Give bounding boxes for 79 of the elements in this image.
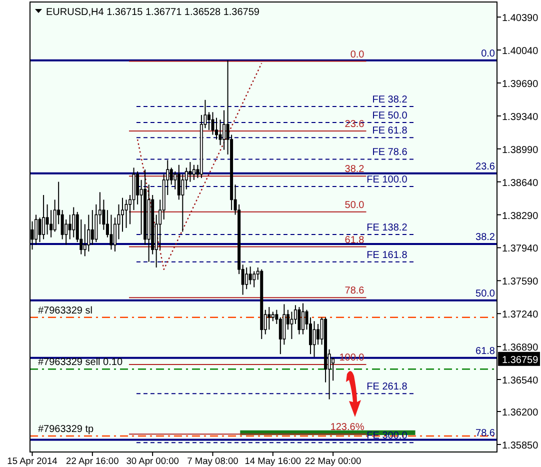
- candlestick: [271, 311, 274, 322]
- candlestick: [332, 357, 335, 382]
- ref-line-label: FE 50.0: [372, 110, 408, 122]
- annotation: 123.6%: [330, 422, 364, 434]
- y-tick-label: 1.37590: [502, 276, 539, 288]
- annotation: 0.0: [481, 48, 496, 60]
- candlestick: [245, 266, 248, 290]
- candlestick: [248, 266, 252, 285]
- candlestick: [222, 110, 226, 150]
- candlestick: [136, 170, 140, 205]
- text: EURUSD,H4 1.36715 1.36771 1.36528 1.36759: [46, 7, 260, 18]
- x-tick-label: 30 Apr 00:00: [126, 456, 179, 466]
- ref-line-label: #7963329 sl: [38, 305, 92, 316]
- ref-line-label: #7963329 sell 0.10: [38, 357, 123, 368]
- annotation: 50.0: [344, 200, 365, 211]
- annotation: 38.2: [476, 232, 496, 243]
- candlestick: [278, 316, 282, 355]
- y-tick-label: 1.38640: [502, 178, 539, 189]
- x-tick-label: 22 Apr 16:00: [66, 456, 119, 466]
- ref-line-label: FE 78.6: [372, 147, 408, 158]
- ref-line-label: FE 100.0: [366, 174, 408, 186]
- candlestick: [90, 210, 94, 246]
- annotation: 61.8: [476, 346, 496, 357]
- y-tick-label: 1.39340: [502, 112, 539, 123]
- x-tick-label: 22 May 00:00: [304, 456, 362, 466]
- ref-line-label: FE 38.2: [372, 94, 408, 106]
- candlestick: [68, 214, 72, 240]
- candlestick: [120, 197, 124, 232]
- candlestick: [207, 112, 210, 131]
- y-tick-label: 1.38990: [502, 144, 539, 156]
- candlestick: [34, 214, 38, 246]
- y-tick-label: 1.36200: [502, 408, 539, 419]
- candlestick: [124, 199, 128, 228]
- y-tick-label: 1.40040: [502, 46, 539, 58]
- ref-line-label: #7963329 tp: [38, 424, 94, 435]
- candlestick: [64, 218, 68, 246]
- annotation: 50.0: [476, 288, 496, 300]
- candlestick: [316, 323, 320, 346]
- candlestick: [181, 174, 184, 232]
- x-tick-label: 14 May 16:00: [244, 456, 302, 466]
- ref-line-label: FE 161.8: [366, 250, 408, 261]
- candlestick: [218, 119, 222, 146]
- candlestick: [252, 270, 256, 288]
- ref-line-label: FE 138.2: [366, 222, 408, 234]
- y-tick-label: 1.35850: [502, 440, 539, 452]
- x-tick-label: 7 May 08:00: [187, 456, 238, 466]
- y-tick-label: 1.39690: [502, 78, 539, 90]
- candlestick: [312, 320, 316, 358]
- candlestick: [298, 306, 301, 335]
- candlestick: [42, 194, 46, 240]
- y-tick-label: 1.36890: [502, 342, 539, 354]
- candlestick: [46, 204, 49, 236]
- x-tick-label: 15 Apr 2014: [7, 456, 58, 466]
- annotation: 0.0: [350, 49, 365, 60]
- candlestick: [170, 167, 173, 186]
- candlestick: [188, 162, 192, 182]
- candlestick: [87, 214, 90, 252]
- y-tick-label: 1.40390: [502, 13, 539, 24]
- ref-line-label: FE 61.8: [372, 126, 408, 137]
- y-tick-label: 1.37240: [502, 310, 539, 321]
- annotation: 78.6: [344, 286, 365, 297]
- y-tick-label: 1.37940: [502, 244, 539, 255]
- annotation: 38.2: [344, 164, 365, 176]
- y-tick-label: 1.38290: [502, 210, 539, 222]
- candlestick: [110, 214, 113, 250]
- y-tick-label: 1.36540: [502, 376, 539, 387]
- annotation: 61.8: [344, 234, 365, 246]
- candlestick: [192, 164, 196, 180]
- candlestick: [301, 302, 304, 335]
- annotation: 23.6: [476, 161, 496, 172]
- annotation: 1.36759: [502, 354, 539, 366]
- candlestick: [214, 117, 218, 140]
- candlestick: [268, 306, 271, 330]
- annotation: 78.6: [476, 428, 496, 439]
- candlestick: [290, 311, 294, 340]
- candlestick: [38, 217, 42, 243]
- candlestick: [72, 206, 76, 238]
- ref-line-label: FE 261.8: [366, 382, 408, 393]
- candlestick: [211, 112, 214, 136]
